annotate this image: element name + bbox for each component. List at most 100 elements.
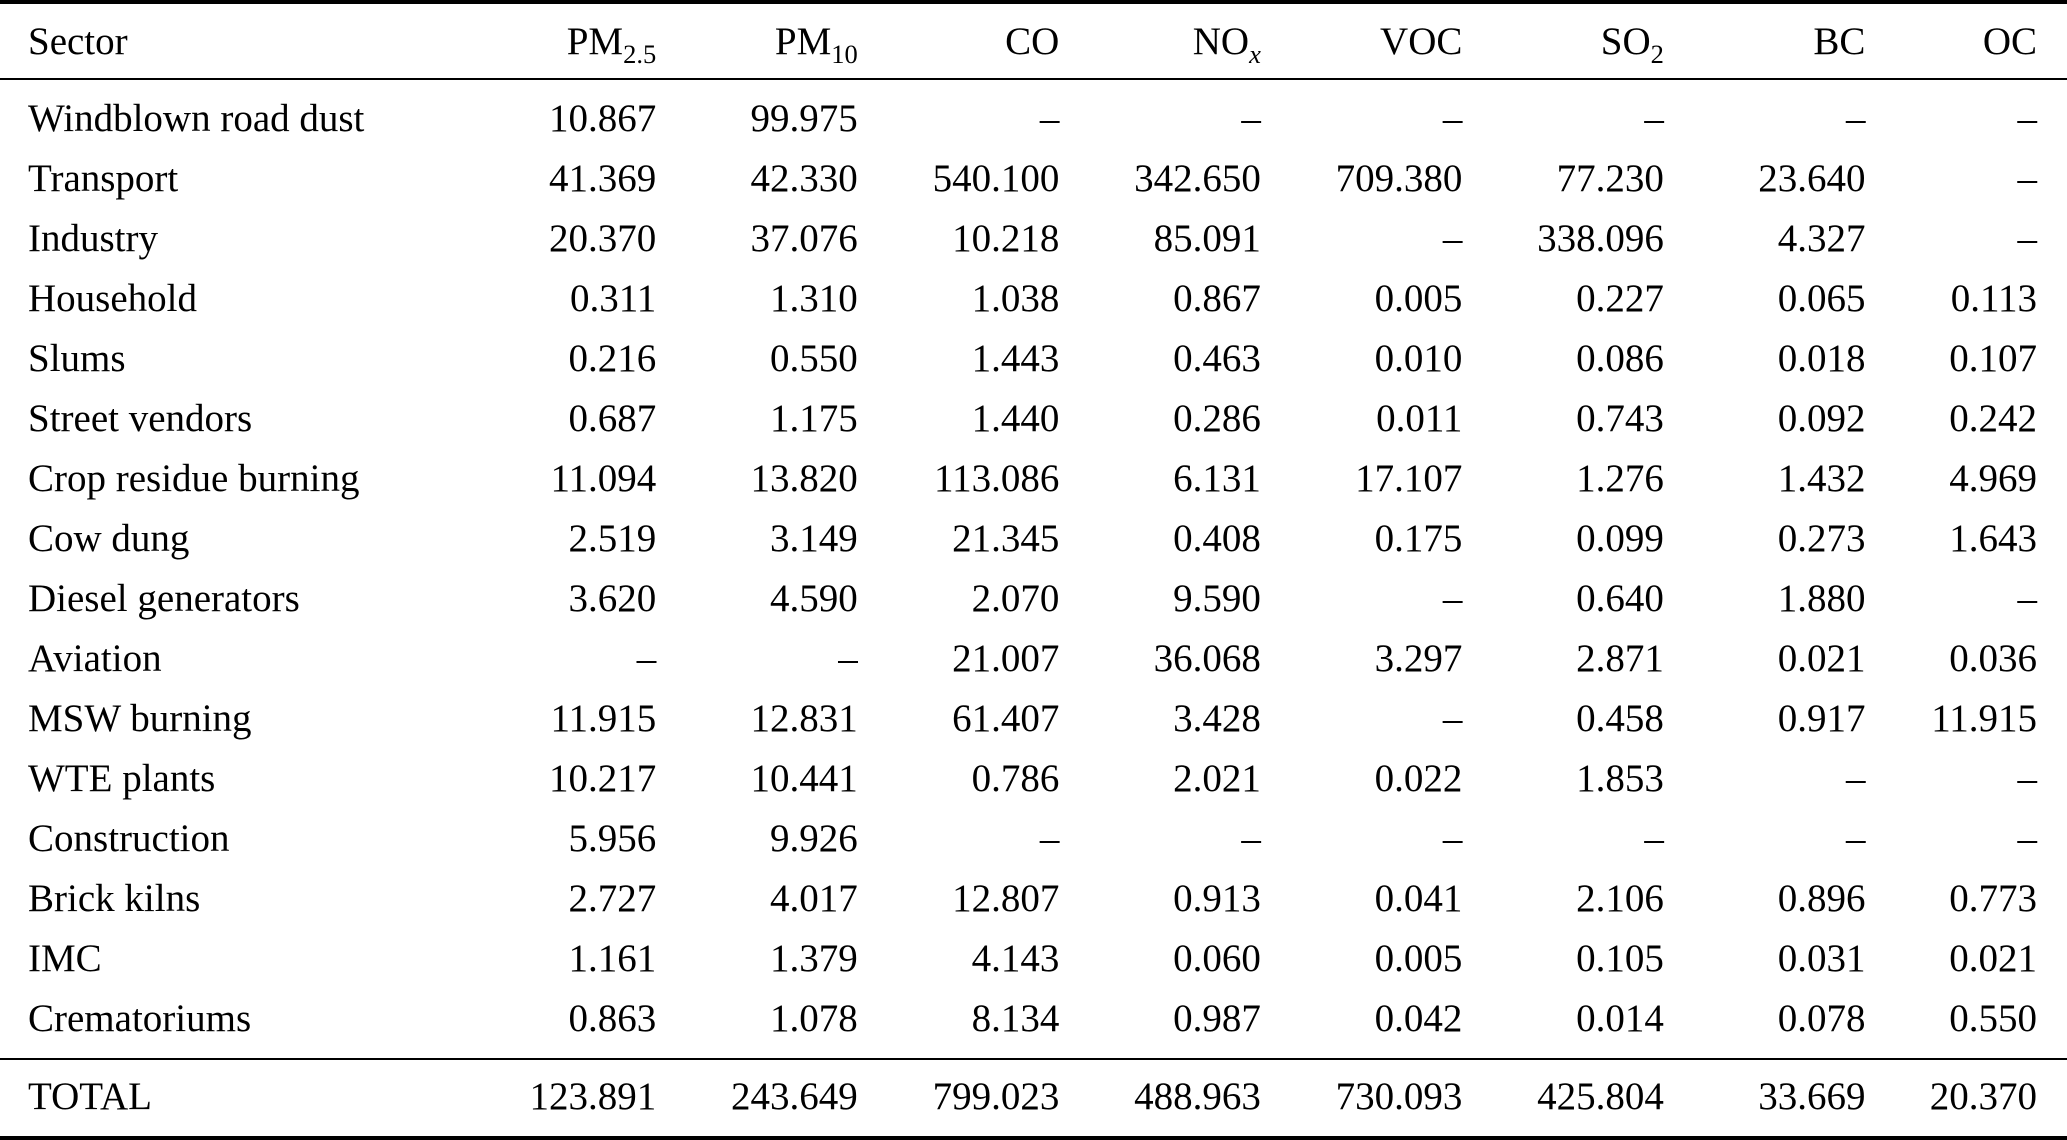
- table-row: Windblown road dust 10.867 99.975 – – – – – –: [0, 79, 2067, 149]
- value-cell-pm10: 243.649: [656, 1058, 858, 1140]
- value-cell-co: 1.440: [971, 397, 1060, 441]
- column-header-pm25: PM2.5: [454, 0, 657, 81]
- value-cell-bc: 0.896: [1777, 877, 1866, 921]
- value-cell-pm10: 1.078: [770, 997, 858, 1041]
- column-header-label: OC: [1982, 20, 2037, 63]
- value-cell-so2: 0.105: [1576, 937, 1664, 981]
- value-cell-pm25: 11.094: [550, 457, 657, 501]
- value-cell-so2: 425.804: [1462, 1058, 1664, 1140]
- column-header-oc: OC: [1865, 0, 2067, 81]
- value-cell-pm25: 0.311: [569, 277, 657, 321]
- value-cell-oc: –: [2017, 817, 2038, 861]
- sector-cell: Brick kilns: [28, 877, 201, 921]
- value-cell-nox: 342.650: [1134, 157, 1261, 201]
- value-cell-co: 10.218: [952, 217, 1060, 261]
- value-cell-nox: 0.286: [1173, 397, 1261, 441]
- value-cell-pm25: 10.867: [549, 97, 657, 141]
- value-cell-bc: 0.273: [1777, 517, 1866, 561]
- value-cell-co: –: [1039, 817, 1060, 861]
- value-cell-so2: –: [1644, 817, 1664, 861]
- value-cell-so2: –: [1644, 97, 1664, 141]
- value-cell-pm25: 3.620: [568, 577, 657, 621]
- value-cell-pm10: 1.175: [770, 397, 858, 441]
- value-cell-nox: 36.068: [1153, 637, 1261, 681]
- value-cell-pm25: 2.519: [568, 517, 657, 561]
- value-cell-pm25: 2.727: [568, 877, 657, 921]
- value-cell-bc: –: [1845, 757, 1866, 801]
- value-cell-pm10: –: [838, 637, 858, 681]
- value-cell-voc: 0.005: [1374, 937, 1463, 981]
- value-cell-oc: –: [2017, 97, 2038, 141]
- value-cell-bc: –: [1845, 817, 1866, 861]
- value-cell-co: 21.345: [952, 517, 1060, 561]
- value-cell-nox: 0.408: [1173, 517, 1261, 561]
- value-cell-voc: 0.022: [1374, 757, 1463, 801]
- value-cell-pm10: 9.926: [770, 817, 858, 861]
- table-row: Cow dung 2.519 3.149 21.345 0.408 0.175 0.099 0…: [0, 509, 2067, 569]
- table-row: Household 0.311 1.310 1.038 0.867 0.005 0.227 0…: [0, 269, 2067, 329]
- value-cell-bc: –: [1845, 97, 1866, 141]
- value-cell-voc: 0.042: [1374, 997, 1463, 1041]
- value-cell-oc: –: [2017, 217, 2038, 261]
- column-header-subscript: 2: [1650, 38, 1664, 69]
- column-header-label: PM: [566, 20, 624, 63]
- table-row: Aviation – – 21.007 36.068 3.297 2.871 0.021 0.0…: [0, 629, 2067, 689]
- table-row: Crop residue burning 11.094 13.820 113.086 6…: [0, 449, 2067, 509]
- value-cell-co: 0.786: [971, 757, 1060, 801]
- value-cell-oc: 0.113: [1950, 277, 2037, 321]
- column-header-so2: SO2: [1462, 0, 1664, 81]
- value-cell-nox: 0.913: [1173, 877, 1261, 921]
- sector-cell: Slums: [28, 337, 126, 381]
- value-cell-so2: 0.227: [1576, 277, 1664, 321]
- total-row: TOTAL 123.891 243.649 799.023 488.963 730.093…: [0, 1058, 2067, 1140]
- value-cell-bc: 0.065: [1777, 277, 1866, 321]
- column-header-subscript: x: [1249, 38, 1261, 69]
- value-cell-so2: 1.276: [1576, 457, 1664, 501]
- value-cell-nox: –: [1241, 817, 1261, 861]
- value-cell-pm10: 12.831: [750, 697, 858, 741]
- value-cell-oc: 20.370: [1865, 1058, 2067, 1140]
- column-header-label: PM: [774, 20, 832, 63]
- value-cell-nox: 0.060: [1173, 937, 1261, 981]
- value-cell-nox: 488.963: [1059, 1058, 1261, 1140]
- value-cell-pm25: 20.370: [549, 217, 657, 261]
- sector-cell: Aviation: [28, 637, 162, 681]
- value-cell-bc: 1.432: [1777, 457, 1866, 501]
- value-cell-voc: 0.041: [1374, 877, 1463, 921]
- value-cell-pm10: 4.017: [770, 877, 858, 921]
- sector-cell: Crematoriums: [28, 997, 252, 1041]
- value-cell-bc: 1.880: [1777, 577, 1866, 621]
- table-row: Construction 5.956 9.926 – – – – – –: [0, 809, 2067, 869]
- value-cell-so2: 0.014: [1576, 997, 1664, 1041]
- table-body: Windblown road dust 10.867 99.975– – – – – – Tra…: [0, 79, 2067, 1059]
- value-cell-co: 113.086: [934, 457, 1060, 501]
- value-cell-voc: 730.093: [1260, 1058, 1463, 1140]
- table-row: Crematoriums 0.863 1.078 8.134 0.987 0.042 0.0…: [0, 989, 2067, 1059]
- value-cell-oc: 0.036: [1949, 637, 2037, 681]
- value-cell-oc: –: [2017, 757, 2038, 801]
- value-cell-oc: 0.242: [1949, 397, 2037, 441]
- value-cell-bc: 23.640: [1758, 157, 1866, 201]
- value-cell-nox: 6.131: [1173, 457, 1261, 501]
- value-cell-so2: 2.871: [1576, 637, 1664, 681]
- value-cell-voc: 0.005: [1374, 277, 1463, 321]
- value-cell-pm25: 0.863: [568, 997, 657, 1041]
- value-cell-voc: 0.175: [1374, 517, 1463, 561]
- value-cell-oc: 0.550: [1949, 997, 2037, 1041]
- value-cell-pm25: 41.369: [549, 157, 657, 201]
- value-cell-co: 4.143: [971, 937, 1060, 981]
- value-cell-oc: 0.021: [1949, 937, 2037, 981]
- value-cell-pm25: 10.217: [549, 757, 657, 801]
- value-cell-bc: 33.669: [1663, 1058, 1866, 1140]
- column-header-pm10: PM10: [656, 0, 858, 81]
- table-row: Industry 20.370 37.076 10.218 85.091 – 338.096…: [0, 209, 2067, 269]
- table-footer: TOTAL 123.891 243.649 799.023 488.963 730.093…: [0, 1058, 2067, 1140]
- value-cell-pm25: 123.891: [454, 1058, 657, 1140]
- sector-cell: Diesel generators: [28, 577, 300, 621]
- value-cell-pm25: 0.687: [568, 397, 657, 441]
- value-cell-bc: 0.021: [1777, 637, 1866, 681]
- sector-cell: Cow dung: [28, 517, 190, 561]
- value-cell-co: 540.100: [932, 157, 1060, 201]
- value-cell-voc: 709.380: [1335, 157, 1463, 201]
- value-cell-pm10: 42.330: [750, 157, 858, 201]
